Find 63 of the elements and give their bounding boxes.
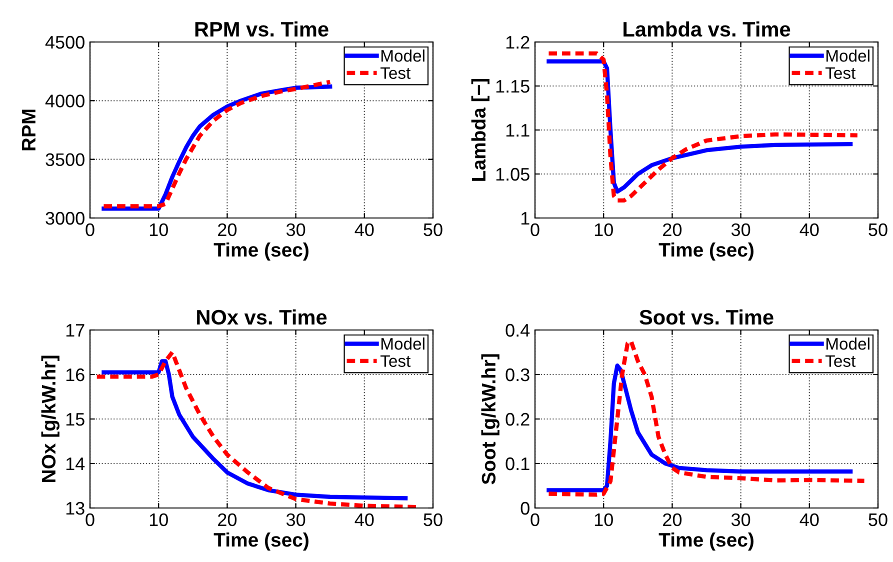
x-tick-label: 20: [663, 513, 682, 526]
y-tick-label: 4000: [45, 94, 84, 108]
x-tick-label: 30: [731, 513, 750, 526]
y-tick-label: 1.2: [506, 36, 530, 49]
legend-label: Test: [825, 67, 856, 79]
y-axis-title: RPM: [22, 110, 36, 150]
y-tick-label: 16: [66, 368, 84, 382]
y-tick-label: 13: [66, 502, 84, 515]
legend-label: Model: [381, 50, 424, 62]
x-tick-label: 0: [86, 223, 94, 236]
x-tick-label: 40: [800, 223, 819, 236]
x-axis-title: Time (sec): [658, 532, 754, 551]
legend-label: Test: [380, 355, 411, 367]
chart-title: NOx vs. Time: [197, 309, 327, 325]
legend-label: Model: [826, 338, 870, 350]
y-tick-label: 0.2: [506, 412, 530, 426]
y-tick-label: 1.15: [496, 80, 530, 93]
legend-label: Test: [825, 355, 856, 367]
x-tick-label: 10: [594, 223, 613, 236]
x-tick-label: 50: [868, 223, 888, 236]
x-axis-title: Time (sec): [658, 242, 754, 261]
y-tick-label: 1.1: [506, 124, 530, 137]
x-axis-title: Time (sec): [214, 532, 308, 551]
x-axis-title: Time (sec): [214, 242, 308, 261]
x-tick-label: 40: [800, 513, 819, 526]
y-tick-label: 0: [520, 502, 530, 515]
y-tick-label: 1: [521, 212, 530, 225]
x-tick-label: 30: [731, 223, 750, 236]
x-tick-label: 0: [530, 513, 540, 526]
x-tick-label: 20: [663, 223, 682, 236]
y-tick-label: 4500: [45, 36, 84, 49]
x-tick-label: 30: [286, 513, 306, 526]
legend-label: Model: [381, 338, 424, 350]
chart-title: Soot vs. Time: [640, 309, 774, 325]
x-tick-label: 30: [286, 223, 306, 236]
x-tick-label: 0: [86, 513, 94, 526]
y-tick-label: 3000: [46, 212, 84, 225]
x-tick-label: 50: [424, 223, 442, 236]
legend-label: Model: [826, 50, 870, 62]
y-tick-label: 0.4: [506, 324, 530, 337]
x-tick-label: 40: [354, 223, 374, 236]
y-tick-label: 0.3: [506, 368, 530, 382]
y-tick-label: 0.1: [506, 457, 530, 470]
chart-title: RPM vs. Time: [195, 21, 328, 37]
y-axis-title: Soot [g/kW.hr]: [481, 354, 500, 484]
y-tick-label: 15: [66, 413, 84, 426]
x-tick-label: 20: [218, 223, 237, 236]
y-tick-label: 17: [66, 324, 84, 337]
y-axis-title: Lambda [−]: [471, 78, 490, 181]
chart-title: Lambda vs. Time: [624, 21, 790, 37]
x-tick-label: 50: [424, 513, 442, 526]
x-tick-label: 40: [354, 513, 374, 526]
y-tick-label: 14: [66, 458, 85, 470]
y-axis-title: NOx [g/kW.hr]: [41, 356, 60, 482]
x-tick-label: 10: [150, 513, 168, 526]
y-tick-label: 3500: [46, 153, 84, 166]
x-tick-label: 0: [530, 223, 540, 236]
x-tick-label: 10: [594, 513, 613, 526]
x-tick-label: 50: [868, 513, 888, 526]
x-tick-label: 10: [150, 223, 168, 236]
y-tick-label: 1.05: [496, 168, 530, 181]
x-tick-label: 20: [218, 513, 237, 526]
legend-label: Test: [380, 67, 411, 79]
